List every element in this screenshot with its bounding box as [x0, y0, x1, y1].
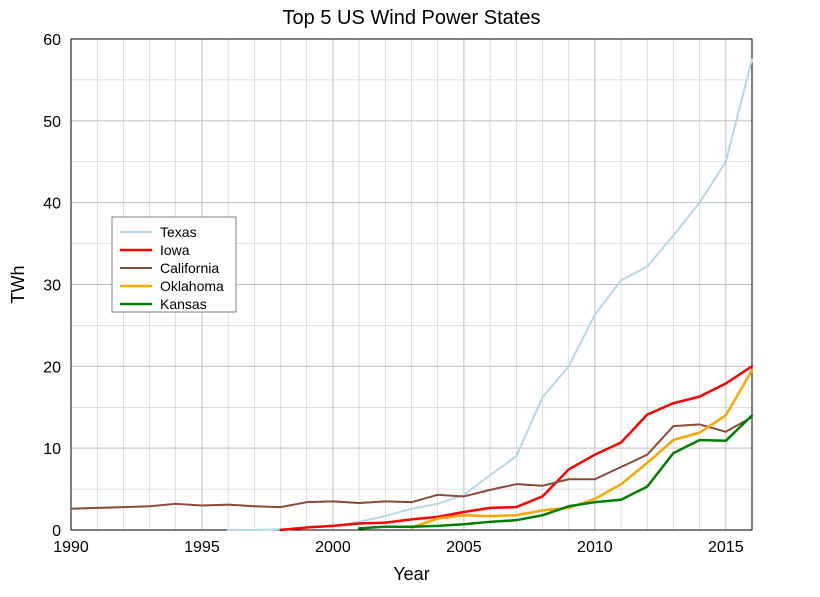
x-tick-label: 2005 — [446, 539, 482, 556]
y-tick-label: 40 — [43, 196, 61, 213]
x-tick-label: 2000 — [315, 539, 351, 556]
y-tick-label: 30 — [43, 278, 61, 295]
legend-label-california: California — [160, 260, 219, 276]
legend-label-texas: Texas — [160, 224, 197, 240]
y-tick-label: 0 — [52, 523, 61, 540]
y-tick-label: 10 — [43, 441, 61, 458]
y-tick-label: 60 — [43, 32, 61, 49]
x-tick-label: 1990 — [53, 539, 89, 556]
legend-label-iowa: Iowa — [160, 242, 190, 258]
chart-container: 1990 1995 2000 2005 2010 2015 0 10 20 30 40 50 60 Top… — [0, 0, 820, 597]
x-tick-label: 2010 — [577, 539, 613, 556]
chart-title: Top 5 US Wind Power States — [283, 7, 541, 29]
legend-label-kansas: Kansas — [160, 296, 207, 312]
y-tick-label: 50 — [43, 114, 61, 131]
y-axis-label: TWh — [8, 266, 28, 304]
x-tick-label: 2015 — [708, 539, 744, 556]
y-tick-label: 20 — [43, 359, 61, 376]
x-axis-label: Year — [393, 564, 429, 584]
x-tick-label: 1995 — [184, 539, 220, 556]
legend-label-oklahoma: Oklahoma — [160, 278, 224, 294]
line-chart: 1990 1995 2000 2005 2010 2015 0 10 20 30 40 50 60 Top… — [0, 0, 820, 597]
